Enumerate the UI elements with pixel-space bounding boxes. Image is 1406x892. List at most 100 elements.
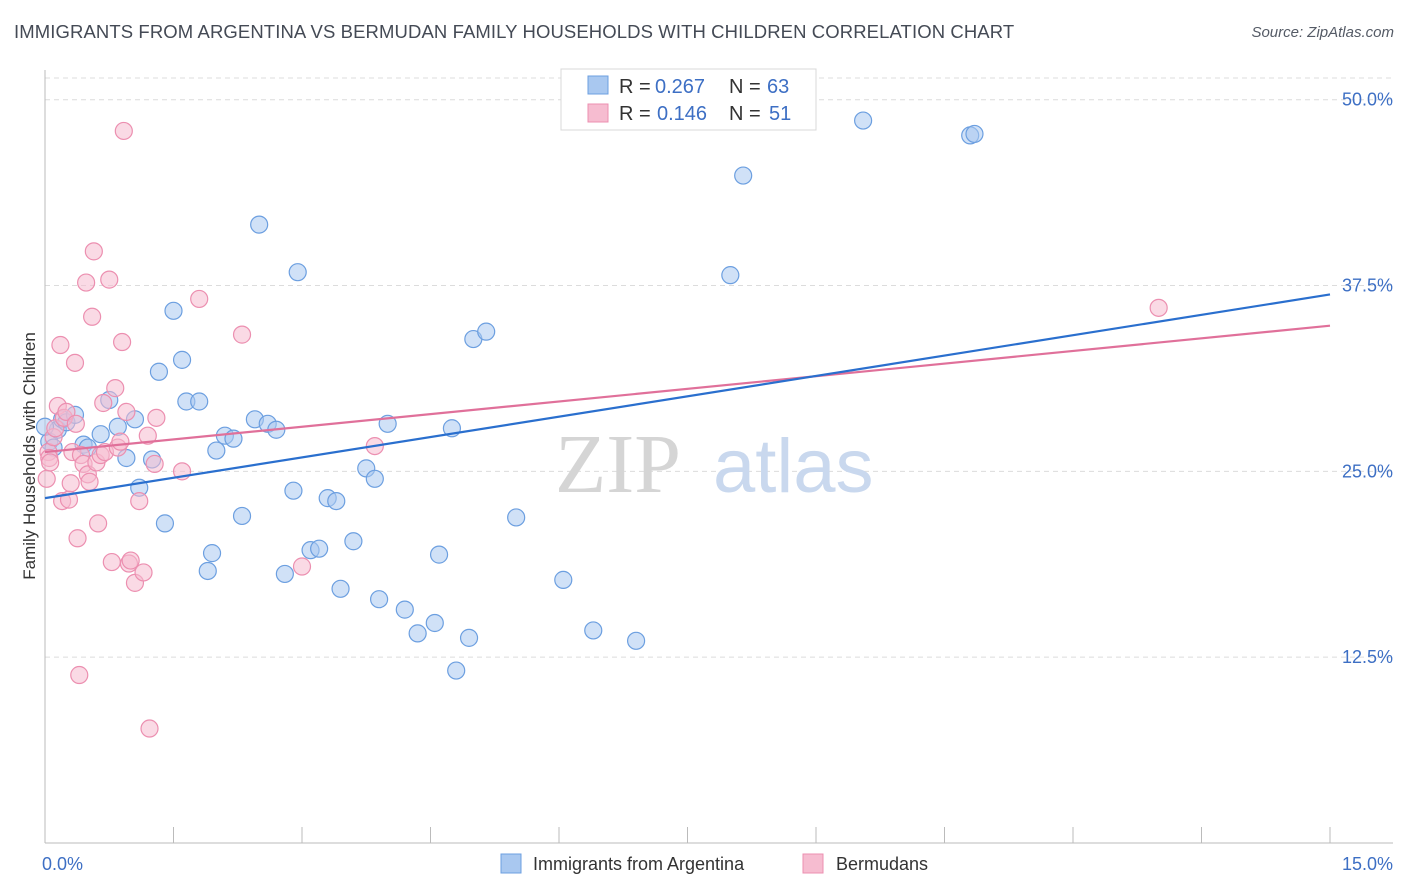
argentina-point [198,561,217,581]
bermudans-point [140,719,159,738]
bermudans-point [66,414,85,433]
series-argentina-points [35,111,984,680]
y-tick-label: 37.5% [1342,276,1393,296]
argentina-point [344,532,363,551]
bermudans-point [147,408,166,427]
bermudans-point [232,325,252,344]
legend-r-value-1: 0.267 [655,76,705,98]
argentina-point [408,624,427,643]
legend-swatch-pink [587,103,609,123]
bermudans-point [134,563,153,582]
grid [45,77,1393,658]
argentina-point [854,111,873,130]
bermudans-point [102,552,121,572]
bermudans-point [111,432,130,451]
x-tick-label-max: 15.0% [1342,854,1393,874]
trend-lines [44,293,1331,500]
argentina-point [331,579,350,598]
argentina-point [429,545,449,564]
trend-line-bermudans [44,324,1331,454]
argentina-point [477,322,496,341]
argentina-point [190,392,209,411]
bermudans-point [51,335,70,355]
bermudans-point [80,472,99,491]
argentina-point [172,350,192,369]
argentina-point [232,506,252,526]
argentina-point [284,481,303,500]
x-tick-label-min: 0.0% [42,854,83,874]
bermudans-point [190,289,209,309]
argentina-point [965,124,984,144]
legend-r-label-1: R = [619,76,651,98]
argentina-point [202,544,222,563]
argentina-point [155,514,175,533]
bermudans-point [65,353,85,372]
bermudans-point [61,474,80,493]
argentina-point [327,491,346,511]
argentina-point [425,613,444,633]
bermudans-point [121,551,140,570]
bermudans-point [130,491,149,511]
watermark: ZIP atlas [555,418,874,511]
bermudans-point [100,270,119,289]
argentina-point [250,215,269,234]
argentina-point [459,628,479,647]
argentina-point [370,590,389,609]
argentina-point [164,301,183,320]
trend-line-argentina [44,293,1331,500]
y-tick-label: 25.0% [1342,461,1393,481]
legend-r-value-2: 0.146 [657,103,707,125]
bermudans-point [77,273,96,292]
argentina-point [149,362,169,381]
y-tick-labels: 12.5% 25.0% 37.5% 50.0% [1342,90,1393,667]
argentina-point [207,441,226,460]
bermudans-point [41,453,60,472]
correlation-legend: R = 0.267 N = 63 R = 0.146 N = 51 [560,68,817,131]
legend-item-bermudans-swatch [802,853,824,874]
bermudans-point [1149,298,1168,317]
legend-n-label-2: N = [729,103,761,125]
bermudans-point [117,402,136,422]
y-tick-label: 50.0% [1342,90,1393,110]
series-legend: Immigrants from Argentina Bermudans [500,853,928,874]
bermudans-point [114,121,133,141]
y-tick-label: 12.5% [1342,647,1393,667]
legend-n-value-2: 51 [769,103,791,125]
legend-r-label-2: R = [619,103,651,125]
bermudans-point [68,529,87,548]
bermudans-point [138,426,157,445]
argentina-point [275,564,294,584]
argentina-point [626,631,646,650]
bermudans-point [89,514,108,533]
bermudans-point [106,379,125,398]
legend-swatch-blue [587,75,609,95]
argentina-point [91,425,110,444]
bermudans-point [37,469,56,488]
argentina-point [395,600,414,619]
argentina-point [721,266,740,285]
bermudans-point [83,307,102,326]
chart-title: IMMIGRANTS FROM ARGENTINA VS BERMUDAN FA… [14,21,1015,42]
bermudans-point [94,393,113,413]
legend-item-argentina: Immigrants from Argentina [533,854,745,874]
watermark-zip: ZIP [555,418,681,511]
legend-item-bermudans: Bermudans [836,854,928,874]
argentina-point [584,621,603,640]
watermark-atlas: atlas [713,424,874,509]
argentina-point [108,417,127,436]
bermudans-point [70,665,89,685]
legend-n-value-1: 63 [767,76,789,98]
argentina-point [447,661,466,680]
argentina-point [310,539,329,558]
bermudans-point [145,454,164,474]
argentina-point [507,508,526,527]
bermudans-point [112,332,132,352]
legend-n-label-1: N = [729,76,761,98]
bermudans-point [84,242,103,261]
argentina-point [734,166,753,185]
legend-item-argentina-swatch [500,853,522,874]
argentina-point [554,570,573,589]
bermudans-point [292,557,312,576]
bermudans-point [57,402,76,422]
